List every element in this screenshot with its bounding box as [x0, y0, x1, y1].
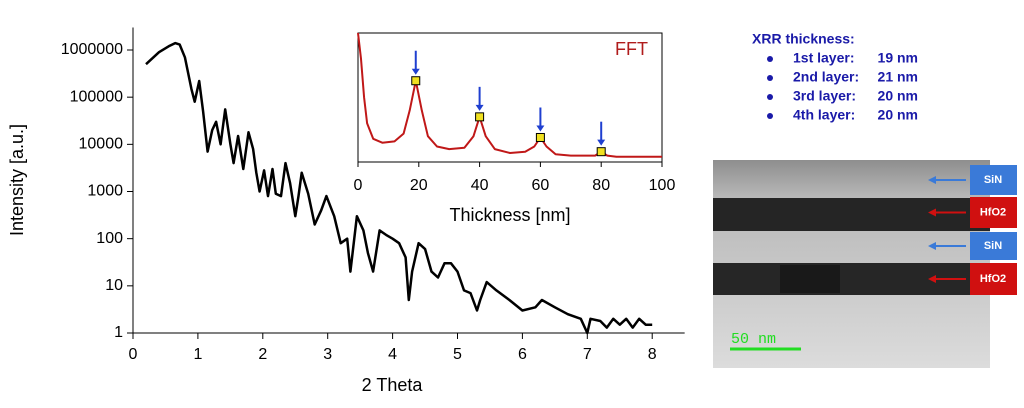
bullet	[767, 56, 773, 62]
x-tick-label: 8	[648, 346, 657, 363]
tem-layer	[713, 198, 990, 231]
x-tick-label: 0	[354, 177, 363, 194]
x-axis-label: 2 Theta	[362, 375, 424, 395]
data-line	[145, 41, 653, 335]
layer-value: 20 nm	[878, 107, 918, 123]
y-tick-label: 100000	[70, 88, 123, 105]
arrow-head	[597, 139, 606, 146]
y-axis-label: Intensity [a.u.]	[7, 124, 27, 236]
layer-tag-label: SiN	[984, 240, 1002, 252]
y-tick-label: 1000	[87, 183, 123, 200]
inset-annotation: FFT	[615, 39, 648, 59]
tem-labels: SiN HfO2 SiN HfO2	[928, 165, 1017, 295]
x-tick-label: 80	[592, 177, 610, 194]
peak-marker	[411, 76, 421, 86]
xrr-items: 1st layer: 19 nm 2nd layer: 21 nm 3rd layer:…	[767, 50, 918, 123]
y-tick-label: 10	[105, 277, 123, 294]
arrow-head	[411, 68, 420, 75]
xrr-title: XRR thickness:	[752, 31, 855, 47]
bullet	[767, 75, 773, 81]
xrr-list: XRR thickness: 1st layer: 19 nm 2nd layer:…	[752, 31, 918, 123]
bullet	[767, 113, 773, 119]
y-tick-label: 1000000	[61, 41, 123, 58]
layer-value: 20 nm	[878, 88, 918, 104]
inset-x-label: Thickness [nm]	[449, 205, 570, 225]
layer-tag-label: SiN	[984, 174, 1002, 186]
x-tick-label: 4	[388, 346, 397, 363]
x-tick-label: 2	[258, 346, 267, 363]
tem-image: 50 nm SiN HfO2 SiN HfO2	[713, 160, 1017, 368]
peak-marker	[475, 112, 485, 122]
layer-label: 4th layer:	[793, 107, 855, 123]
layer-label: 1st layer:	[793, 50, 854, 66]
tem-layer	[780, 265, 840, 293]
x-tick-label: 6	[518, 346, 527, 363]
x-tick-label: 7	[583, 346, 592, 363]
peak-marker	[535, 132, 545, 142]
y-tick-label: 100	[96, 230, 123, 247]
arrow-head	[536, 125, 545, 132]
layer-label: 2nd layer:	[793, 69, 859, 85]
layer-arrow-head	[928, 208, 936, 217]
x-tick-label: 20	[410, 177, 428, 194]
x-tick-label: 5	[453, 346, 462, 363]
layer-value: 19 nm	[878, 50, 918, 66]
layer-tag	[970, 232, 1017, 260]
peak-marker	[596, 147, 606, 157]
scale-bar-label: 50 nm	[731, 331, 776, 348]
x-tick-label: 3	[323, 346, 332, 363]
x-tick-label: 100	[649, 177, 676, 194]
layer-arrow-head	[928, 176, 936, 184]
layer-tag	[970, 197, 1017, 228]
layer-tag	[970, 263, 1017, 295]
layer-tag	[970, 165, 1017, 195]
y-tick-label: 1	[114, 324, 123, 341]
inset-frame	[357, 32, 663, 163]
x-tick-label: 60	[532, 177, 550, 194]
inset-plot: 0 20 40 60 80 100	[354, 32, 676, 194]
layer-tag-label: HfO2	[980, 273, 1006, 285]
layer-arrow-head	[928, 242, 936, 250]
x-tick-label: 40	[471, 177, 489, 194]
layer-label: 3rd layer:	[793, 88, 856, 104]
x-tick-label: 0	[129, 346, 138, 363]
arrow-head	[475, 104, 484, 111]
y-tick-label: 10000	[79, 136, 124, 153]
x-tick-label: 1	[193, 346, 202, 363]
bullet	[767, 94, 773, 100]
layer-value: 21 nm	[878, 69, 918, 85]
layer-arrow-head	[928, 275, 936, 283]
layer-tag-label: HfO2	[980, 206, 1006, 218]
